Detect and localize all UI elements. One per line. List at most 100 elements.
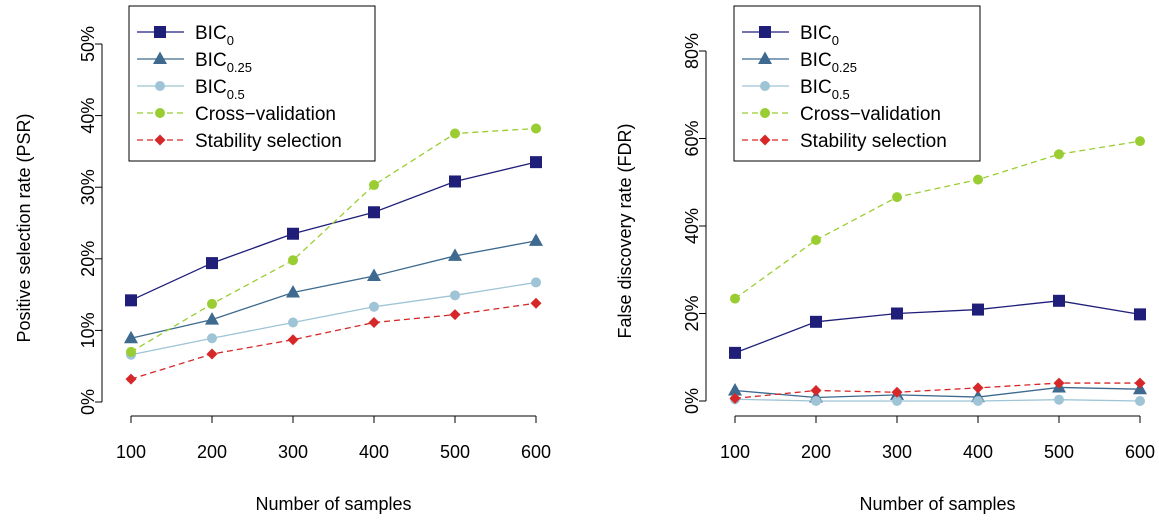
legend-swatch-marker bbox=[155, 81, 165, 91]
x-axis-title: Number of samples bbox=[859, 494, 1015, 514]
data-point bbox=[729, 346, 741, 359]
y-tick-label: 30% bbox=[78, 169, 98, 205]
series-line bbox=[734, 300, 1141, 354]
data-point bbox=[531, 123, 541, 134]
data-point bbox=[973, 174, 983, 185]
series-line bbox=[130, 281, 537, 356]
data-point bbox=[205, 312, 219, 325]
legend-swatch-marker bbox=[760, 81, 770, 91]
x-tick-label: 600 bbox=[1125, 442, 1155, 462]
y-tick-label: 20% bbox=[682, 295, 702, 331]
data-point bbox=[450, 290, 460, 301]
legend-swatch-marker bbox=[154, 134, 166, 146]
legend-label-subscript: 0.5 bbox=[227, 87, 245, 102]
series-5 bbox=[729, 377, 1146, 404]
series-line bbox=[130, 127, 537, 353]
data-point bbox=[1135, 136, 1145, 147]
legend-swatch-marker bbox=[155, 108, 165, 118]
y-axis-title: Positive selection rate (PSR) bbox=[14, 113, 34, 342]
legend-label: BIC0.25 bbox=[195, 50, 252, 75]
legend-swatch-marker bbox=[758, 51, 772, 64]
series-2 bbox=[124, 233, 543, 344]
legend-label-subscript: 0.5 bbox=[832, 87, 850, 102]
series-line bbox=[130, 240, 537, 339]
y-tick-label: 0% bbox=[682, 388, 702, 414]
legend-label-text: Cross−validation bbox=[195, 104, 336, 125]
series-line bbox=[734, 386, 1141, 399]
data-point bbox=[125, 373, 137, 385]
data-point bbox=[972, 382, 984, 394]
x-tick-label: 500 bbox=[1044, 442, 1074, 462]
data-point bbox=[1053, 377, 1065, 389]
y-axis-title: False discovery rate (FDR) bbox=[615, 123, 635, 338]
data-point bbox=[369, 301, 379, 312]
series-2 bbox=[728, 379, 1147, 403]
y-tick-label: 60% bbox=[682, 120, 702, 156]
legend-label-text: Cross−validation bbox=[800, 104, 941, 125]
x-axis-title: Number of samples bbox=[255, 494, 411, 514]
data-point bbox=[368, 317, 380, 329]
legend-label: Cross−validation bbox=[195, 104, 336, 125]
data-point bbox=[450, 128, 460, 139]
data-point bbox=[206, 257, 218, 270]
data-point bbox=[531, 277, 541, 288]
data-point bbox=[369, 180, 379, 191]
data-point bbox=[449, 309, 461, 321]
data-point bbox=[529, 233, 543, 246]
series-3 bbox=[126, 277, 541, 360]
data-point bbox=[1134, 377, 1146, 389]
x-tick-label: 200 bbox=[801, 442, 831, 462]
legend-label-text: BIC bbox=[195, 50, 227, 71]
data-point bbox=[206, 348, 218, 360]
data-point bbox=[891, 386, 903, 398]
legend-label-text: BIC bbox=[800, 77, 832, 98]
legend-label: Cross−validation bbox=[800, 104, 941, 125]
data-point bbox=[810, 385, 822, 396]
chart-1: 0% 10% 20% 30% 40% 50% 100 200 300 400 500 600 Numbe… bbox=[14, 5, 551, 514]
data-point bbox=[973, 396, 983, 406]
data-point bbox=[530, 297, 542, 309]
legend-swatch-marker bbox=[759, 134, 771, 146]
series-1 bbox=[729, 294, 1146, 359]
data-point bbox=[367, 268, 381, 281]
series-line bbox=[130, 161, 537, 301]
legend-label-text: BIC bbox=[195, 77, 227, 98]
y-tick-label: 0% bbox=[78, 389, 98, 415]
data-point bbox=[730, 293, 740, 304]
y-tick-label: 10% bbox=[78, 312, 98, 348]
data-point bbox=[287, 334, 299, 346]
data-point bbox=[811, 396, 821, 406]
data-point bbox=[810, 315, 822, 328]
data-point bbox=[972, 303, 984, 316]
legend-label: Stability selection bbox=[800, 131, 947, 152]
legend-label-text: Stability selection bbox=[800, 131, 947, 152]
data-point bbox=[449, 175, 461, 188]
legend: BIC0BIC0.25BIC0.5Cross−validationStabili… bbox=[733, 5, 981, 162]
y-tick-label: 20% bbox=[78, 241, 98, 277]
legend-label-text: BIC bbox=[195, 23, 227, 44]
y-tick-label: 50% bbox=[78, 26, 98, 62]
data-point bbox=[530, 156, 542, 169]
data-point bbox=[1135, 396, 1145, 406]
x-tick-label: 600 bbox=[521, 442, 551, 462]
legend-label: BIC0 bbox=[195, 23, 234, 48]
data-point bbox=[125, 294, 137, 307]
legend-swatch-marker bbox=[153, 51, 167, 64]
data-point bbox=[207, 298, 217, 309]
legend-label: BIC0.5 bbox=[800, 77, 850, 102]
x-tick-label: 500 bbox=[440, 442, 470, 462]
data-point bbox=[1054, 394, 1064, 405]
data-point bbox=[811, 235, 821, 245]
chart-2: 0% 20% 40% 60% 80% 100 200 300 400 500 600 Number o… bbox=[615, 5, 1155, 514]
data-point bbox=[1134, 308, 1146, 321]
data-point bbox=[287, 227, 299, 240]
x-tick-label: 400 bbox=[963, 442, 993, 462]
legend-label: BIC0.5 bbox=[195, 77, 245, 102]
data-point bbox=[207, 333, 217, 344]
legend-label-text: Stability selection bbox=[195, 131, 342, 152]
series-4 bbox=[730, 136, 1145, 304]
y-tick-label: 40% bbox=[682, 208, 702, 244]
y-tick-label: 40% bbox=[78, 98, 98, 134]
data-point bbox=[1054, 149, 1064, 160]
x-tick-label: 300 bbox=[278, 442, 308, 462]
